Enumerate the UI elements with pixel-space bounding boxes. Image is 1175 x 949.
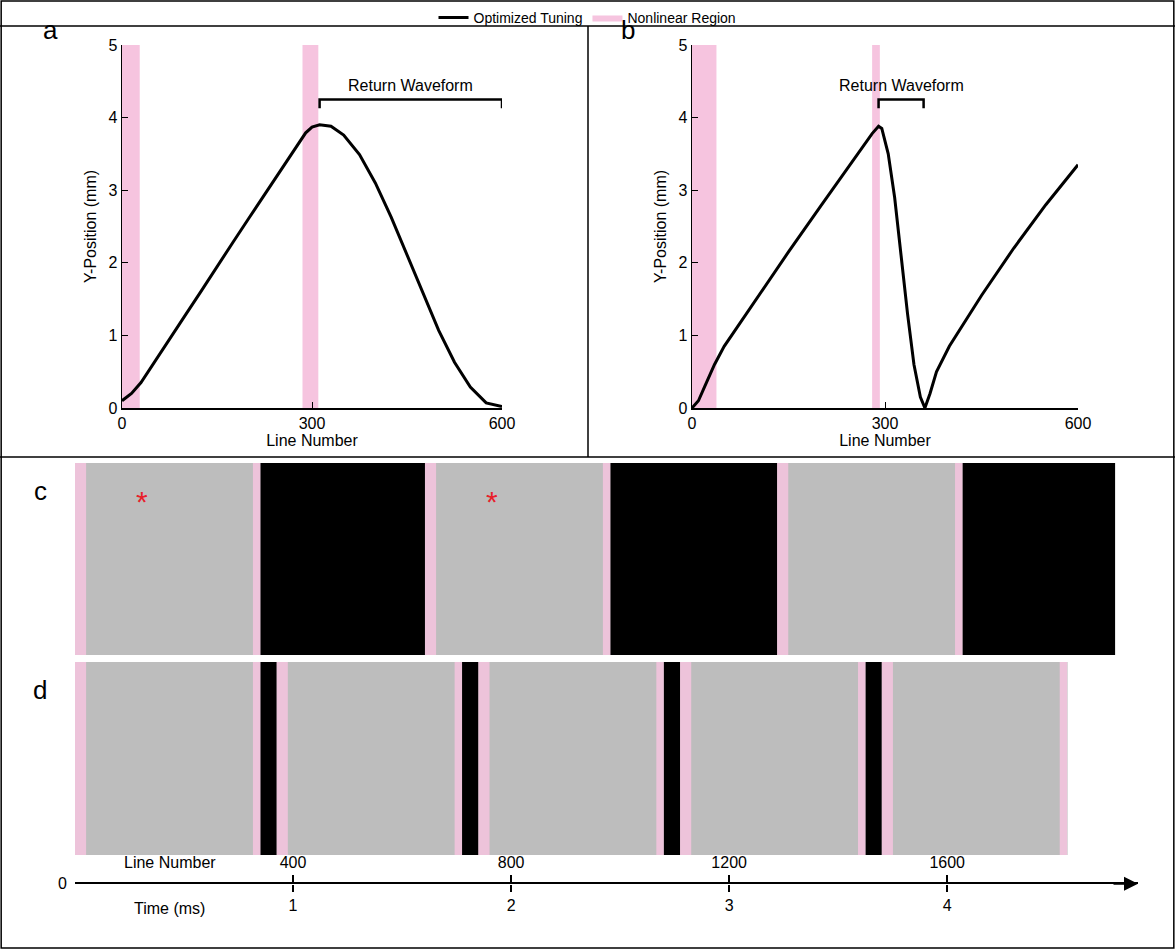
svg-text:2: 2 <box>108 254 117 271</box>
svg-text:b: b <box>621 15 635 45</box>
svg-text:3: 3 <box>678 182 687 199</box>
svg-text:1200: 1200 <box>711 854 747 871</box>
svg-text:Time (ms): Time (ms) <box>134 900 205 917</box>
svg-text:0: 0 <box>118 415 127 432</box>
svg-text:3: 3 <box>108 182 117 199</box>
svg-text:800: 800 <box>498 854 525 871</box>
svg-text:4: 4 <box>678 109 687 126</box>
svg-text:400: 400 <box>280 854 307 871</box>
svg-text:0: 0 <box>688 415 697 432</box>
svg-text:Y-Position (mm): Y-Position (mm) <box>82 170 99 283</box>
svg-text:4: 4 <box>943 897 952 914</box>
svg-text:a: a <box>43 15 58 45</box>
svg-text:*: * <box>136 485 148 518</box>
svg-text:c: c <box>34 476 47 506</box>
svg-text:4: 4 <box>108 109 117 126</box>
svg-text:2: 2 <box>507 897 516 914</box>
svg-text:5: 5 <box>108 37 117 54</box>
svg-text:Return Waveform: Return Waveform <box>348 77 473 94</box>
svg-text:1600: 1600 <box>929 854 965 871</box>
svg-text:d: d <box>33 675 47 705</box>
svg-text:Nonlinear Region: Nonlinear Region <box>627 10 735 26</box>
svg-text:0: 0 <box>58 875 67 892</box>
svg-text:Line Number: Line Number <box>839 432 931 449</box>
svg-text:300: 300 <box>299 415 326 432</box>
svg-text:1: 1 <box>289 897 298 914</box>
svg-text:Line Number: Line Number <box>124 854 216 871</box>
svg-text:0: 0 <box>108 400 117 417</box>
svg-text:1: 1 <box>108 327 117 344</box>
svg-text:600: 600 <box>489 415 516 432</box>
svg-text:300: 300 <box>872 415 899 432</box>
svg-text:0: 0 <box>678 400 687 417</box>
svg-text:Line Number: Line Number <box>266 432 358 449</box>
svg-text:600: 600 <box>1065 415 1092 432</box>
svg-text:1: 1 <box>678 327 687 344</box>
svg-text:2: 2 <box>678 254 687 271</box>
svg-text:Optimized Tuning: Optimized Tuning <box>474 10 583 26</box>
svg-text:Y-Position (mm): Y-Position (mm) <box>652 170 669 283</box>
svg-text:5: 5 <box>678 37 687 54</box>
svg-text:Return Waveform: Return Waveform <box>839 77 964 94</box>
svg-text:*: * <box>486 485 498 518</box>
svg-text:3: 3 <box>725 897 734 914</box>
